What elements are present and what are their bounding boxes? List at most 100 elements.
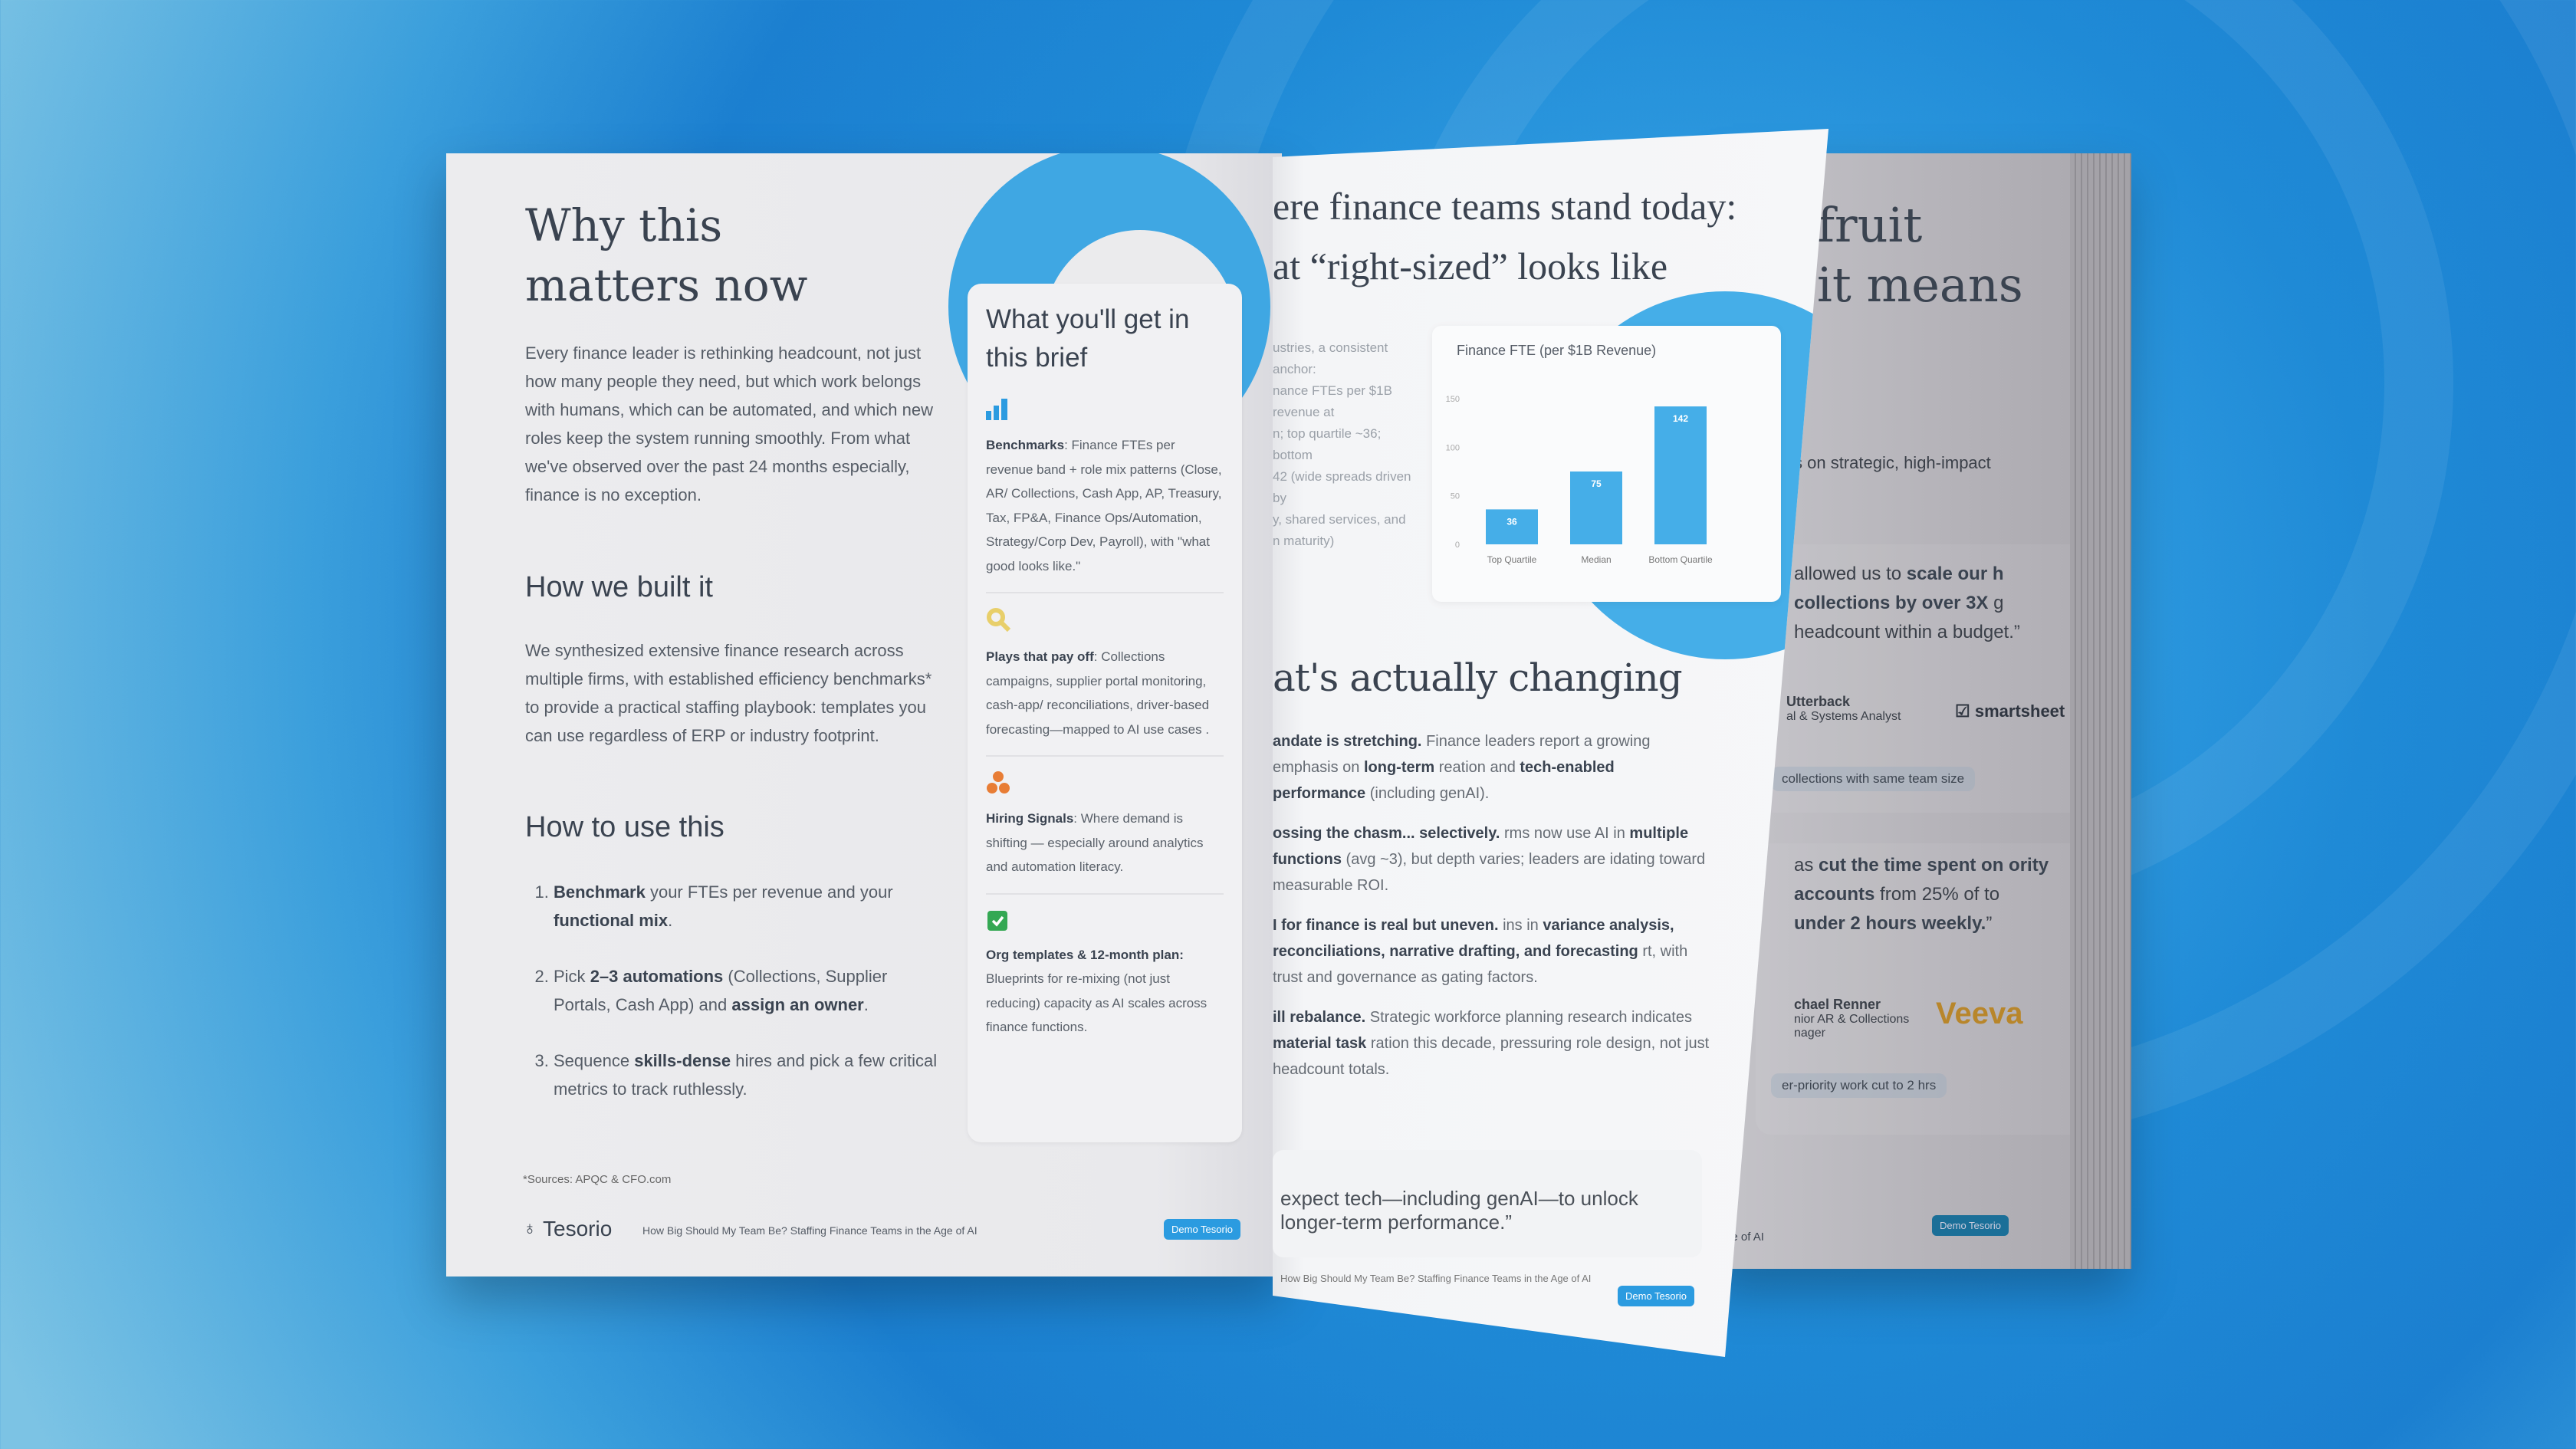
bold-text-run: functional mix — [554, 911, 669, 930]
text-run: : Where demand is shifting — especially … — [986, 811, 1204, 874]
calendar-check-icon — [987, 910, 1007, 931]
bold-text-run: under 2 hours weekly. — [1794, 913, 1986, 934]
search-icon — [987, 608, 1011, 632]
bold-text-run: 2–3 automations — [590, 967, 724, 986]
section-heading: at's actually changing — [1273, 656, 1683, 700]
bar-value-label: 36 — [1506, 516, 1517, 527]
change-paragraph: ill rebalance. Strategic workforce plann… — [1273, 1004, 1710, 1083]
brief-item: Hiring Signals: Where demand is shifting… — [986, 770, 1224, 879]
text-run: from 25% of to — [1875, 884, 2000, 905]
quote-card: expect tech—including genAI—to unlock lo… — [1273, 1150, 1702, 1257]
bold-text-run: scale our h collections by over 3X — [1794, 564, 2004, 613]
step-item: Pick 2–3 automations (Collections, Suppl… — [554, 962, 945, 1019]
testimonial-name: Utterback — [1786, 694, 1851, 709]
veeva-logo: Veeva — [1936, 997, 2023, 1030]
bold-text-run: ossing the chasm... selectively. — [1273, 825, 1500, 842]
text-run: reation and — [1434, 759, 1520, 776]
side-text: ustries, a consistent anchor: nance FTEs… — [1273, 337, 1418, 552]
side-text-line: n; top quartile ~36; bottom — [1273, 426, 1382, 462]
smartsheet-logo: ☑ smartsheet — [1955, 702, 2065, 721]
testimonial-tag: er-priority work cut to 2 hrs — [1771, 1073, 1947, 1098]
text-run: ” — [1986, 913, 1993, 934]
bold-text-run: Hiring Signals — [986, 811, 1074, 826]
footer-title: How Big Should My Team Be? Staffing Fina… — [1280, 1273, 1592, 1284]
bold-text-run: Benchmarks — [986, 438, 1065, 452]
section-heading: How to use this — [525, 811, 724, 843]
x-tick-label: Median — [1581, 554, 1611, 565]
bold-text-run: Org templates & 12-month plan: — [986, 947, 1184, 962]
bold-text-run: variance analysis, reconciliations, narr… — [1273, 917, 1674, 960]
brief-item-text: Plays that pay off: Collections campaign… — [986, 645, 1224, 741]
bold-text-run: tech-enabled performance — [1273, 759, 1615, 802]
built-paragraph: We synthesized extensive finance researc… — [525, 641, 932, 745]
bold-text-run: skills-dense — [634, 1051, 731, 1070]
y-tick-label: 100 — [1446, 443, 1460, 452]
bold-text-run: Benchmark — [554, 882, 646, 902]
bar — [1570, 472, 1622, 544]
bold-text-run: multiple functions — [1273, 825, 1689, 868]
bold-text-run: material task — [1273, 1035, 1367, 1052]
text-run: rms now use AI in — [1500, 825, 1630, 842]
text-run: (avg ~3), but depth varies; leaders are … — [1273, 851, 1706, 894]
people-icon — [987, 771, 1010, 794]
card-title: What you'll get in this brief — [986, 304, 1190, 373]
bold-text-run: ill rebalance. — [1273, 1009, 1366, 1026]
page-title-line: ere finance teams stand today: — [1273, 185, 1737, 228]
page-title-line: Why this — [525, 199, 723, 251]
demo-tesorio-button[interactable]: Demo Tesorio — [1164, 1219, 1240, 1240]
chart-title: Finance FTE (per $1B Revenue) — [1457, 343, 1657, 358]
left-page: Why this matters now Every finance leade… — [446, 153, 1282, 1276]
text-run: allowed us to — [1794, 564, 1907, 584]
side-text-line: y, shared services, and — [1273, 512, 1406, 527]
text-run: ration this decade, pressuring role desi… — [1273, 1035, 1710, 1078]
testimonial-card: allowed us to scale our h collections by… — [1756, 544, 2085, 813]
text-run: : Collections campaigns, supplier portal… — [986, 649, 1210, 737]
right-title-line: it means — [1817, 257, 2023, 313]
demo-tesorio-button[interactable]: Demo Tesorio — [1618, 1286, 1694, 1306]
logo-text: Tesorio — [543, 1217, 613, 1240]
testimonial-role: al & Systems Analyst — [1786, 710, 1901, 723]
divider — [986, 755, 1224, 757]
bold-text-run: I for finance is real but uneven. — [1273, 917, 1499, 934]
text-run: Sequence — [554, 1051, 635, 1070]
bar-value-label: 142 — [1673, 413, 1688, 424]
right-intro: s on strategic, high-impact — [1794, 453, 1991, 472]
bar-value-label: 75 — [1591, 478, 1602, 489]
text-run: g headcount within a budget.” — [1794, 593, 2020, 642]
brief-item: Org templates & 12-month plan: Blueprint… — [986, 909, 1224, 1040]
bold-text-run: long-term — [1363, 759, 1435, 776]
brief-card: What you'll get in this brief Benchmarks… — [968, 284, 1242, 1142]
bar — [1486, 509, 1538, 544]
footer-title: How Big Should My Team Be? Staffing Fina… — [642, 1224, 978, 1237]
text-run: Finance leaders report a growing emphasi… — [1273, 733, 1651, 776]
text-run: Blueprints for re-mixing (not just reduc… — [986, 971, 1208, 1034]
change-paragraph: I for finance is real but uneven. ins in… — [1273, 912, 1710, 991]
right-title-line: fruit — [1817, 197, 1923, 253]
brief-item-text: Org templates & 12-month plan: Blueprint… — [986, 943, 1224, 1040]
side-text-line: nance FTEs per $1B revenue at — [1273, 383, 1392, 419]
bar — [1654, 406, 1707, 544]
text-run: : Finance FTEs per revenue band + role m… — [986, 438, 1222, 573]
brief-item-text: Benchmarks: Finance FTEs per revenue ban… — [986, 433, 1224, 578]
page-edges — [2070, 153, 2131, 1269]
middle-page: ere finance teams stand today: at “right… — [1273, 129, 1829, 1357]
divider — [986, 892, 1224, 895]
bold-text-run: assign an owner — [731, 995, 864, 1014]
text-run: (including genAI). — [1365, 785, 1490, 802]
text-run: rt, with trust and governance as gating … — [1273, 943, 1688, 986]
side-text-line: ustries, a consistent anchor: — [1273, 340, 1388, 376]
bar-chart: 0 50 100 150 36 Top Quartile 75 Median 142 Bottom… — [1446, 395, 1713, 565]
side-text-line: n maturity) — [1273, 534, 1335, 548]
brief-item: Benchmarks: Finance FTEs per revenue ban… — [986, 399, 1224, 578]
step-item: Benchmark your FTEs per revenue and your… — [554, 878, 945, 935]
y-tick-label: 50 — [1451, 492, 1460, 501]
y-tick-label: 0 — [1455, 540, 1460, 550]
page-title-line: matters now — [525, 259, 808, 311]
text-run: Pick — [554, 967, 590, 986]
text-run: . — [863, 995, 869, 1014]
text-run: . — [668, 911, 673, 930]
x-tick-label: Top Quartile — [1487, 554, 1537, 565]
text-run: your FTEs per revenue and your — [645, 882, 893, 902]
tesorio-logo: ♁ Tesorio — [523, 1217, 612, 1241]
demo-tesorio-button[interactable]: Demo Tesorio — [1932, 1215, 2009, 1236]
